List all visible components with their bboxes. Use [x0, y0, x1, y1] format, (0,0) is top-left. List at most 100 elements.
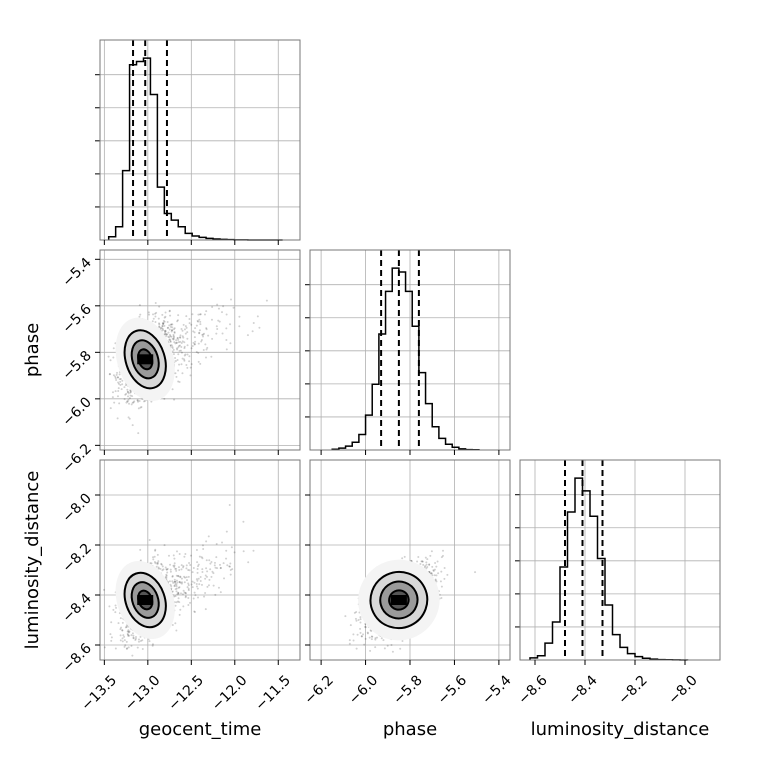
scatter-phase-luminosity_distance-point: [360, 635, 363, 638]
scatter-geocent_time-luminosity_distance-point: [114, 604, 117, 607]
scatter-geocent_time-phase-point: [162, 329, 165, 332]
scatter-geocent_time-phase-point: [136, 399, 139, 402]
scatter-geocent_time-luminosity_distance-point: [173, 580, 176, 583]
scatter-geocent_time-luminosity_distance-point: [182, 589, 185, 592]
scatter-geocent_time-luminosity_distance-point: [204, 592, 207, 595]
scatter-geocent_time-luminosity_distance-point: [139, 559, 142, 562]
scatter-geocent_time-phase-point: [137, 407, 140, 410]
scatter-geocent_time-phase-point: [163, 397, 166, 400]
scatter-geocent_time-phase-point: [114, 377, 117, 380]
scatter-geocent_time-phase-point: [176, 319, 179, 322]
scatter-geocent_time-luminosity_distance-point: [184, 591, 187, 594]
scatter-geocent_time-luminosity_distance-point: [149, 562, 152, 565]
scatter-geocent_time-luminosity_distance-point: [206, 570, 209, 573]
scatter-geocent_time-phase-point: [186, 353, 189, 356]
scatter-geocent_time-luminosity_distance-point: [216, 567, 219, 570]
scatter-geocent_time-luminosity_distance-point: [228, 565, 231, 568]
scatter-phase-luminosity_distance-point: [352, 633, 355, 636]
scatter-phase-luminosity_distance-point: [368, 636, 371, 639]
scatter-geocent_time-luminosity_distance-point: [187, 596, 190, 599]
scatter-geocent_time-phase-point: [211, 305, 214, 308]
scatter-geocent_time-luminosity_distance-point: [174, 580, 177, 583]
scatter-geocent_time-luminosity_distance-point: [222, 562, 225, 565]
scatter-geocent_time-phase-point: [159, 326, 162, 329]
scatter-geocent_time-phase-point: [174, 372, 177, 375]
scatter-geocent_time-phase-point: [196, 319, 199, 322]
scatter-geocent_time-phase-point: [256, 315, 259, 318]
scatter-geocent_time-luminosity_distance-point: [182, 605, 185, 608]
scatter-geocent_time-phase-point: [176, 348, 179, 351]
scatter-geocent_time-phase-point: [147, 311, 150, 314]
scatter-geocent_time-phase-point: [114, 375, 117, 378]
scatter-geocent_time-phase-point: [144, 399, 147, 402]
scatter-geocent_time-phase-point: [116, 371, 119, 374]
scatter-geocent_time-phase-point: [179, 340, 182, 343]
scatter-geocent_time-phase-point: [188, 322, 191, 325]
scatter-phase-luminosity_distance-point: [344, 615, 347, 618]
scatter-geocent_time-phase-point: [183, 328, 186, 331]
scatter-geocent_time-phase-point: [221, 332, 224, 335]
scatter-geocent_time-phase-point: [125, 401, 128, 404]
scatter-phase-luminosity_distance-point: [440, 597, 443, 600]
scatter-geocent_time-phase-point: [185, 315, 188, 318]
scatter-phase-luminosity_distance-point: [416, 560, 419, 563]
scatter-phase-luminosity_distance-point: [366, 632, 369, 635]
scatter-geocent_time-luminosity_distance-point: [136, 646, 139, 649]
scatter-geocent_time-phase-point: [198, 332, 201, 335]
scatter-geocent_time-phase-point: [193, 331, 196, 334]
scatter-geocent_time-phase-point: [172, 338, 175, 341]
scatter-geocent_time-phase-point: [127, 416, 130, 419]
scatter-geocent_time-luminosity_distance-point: [206, 585, 209, 588]
scatter-geocent_time-phase-point: [238, 315, 241, 318]
scatter-geocent_time-phase-point: [201, 333, 204, 336]
scatter-geocent_time-phase-point: [118, 373, 121, 376]
scatter-geocent_time-phase-point: [131, 401, 134, 404]
scatter-phase-luminosity_distance-point: [436, 560, 439, 563]
scatter-geocent_time-phase-point: [168, 309, 171, 312]
scatter-geocent_time-phase-point: [193, 343, 196, 346]
scatter-geocent_time-luminosity_distance-point: [180, 564, 183, 567]
scatter-geocent_time-phase-point: [199, 320, 202, 323]
scatter-geocent_time-luminosity_distance-point: [171, 575, 174, 578]
scatter-geocent_time-luminosity_distance-point: [187, 587, 190, 590]
scatter-geocent_time-phase-point: [128, 397, 131, 400]
scatter-geocent_time-luminosity_distance-point: [153, 561, 156, 564]
scatter-geocent_time-phase-point: [127, 392, 130, 395]
scatter-geocent_time-phase-point: [173, 331, 176, 334]
scatter-geocent_time-phase-point: [194, 327, 197, 330]
scatter-geocent_time-phase-point: [154, 315, 157, 318]
scatter-geocent_time-phase-point: [164, 329, 167, 332]
scatter-geocent_time-luminosity_distance-point: [183, 555, 186, 558]
scatter-geocent_time-phase-point: [177, 346, 180, 349]
scatter-geocent_time-phase-point: [191, 313, 194, 316]
scatter-geocent_time-luminosity_distance-point: [196, 587, 199, 590]
scatter-geocent_time-luminosity_distance-point: [160, 562, 163, 565]
scatter-phase-luminosity_distance-point: [435, 574, 438, 577]
scatter-geocent_time-luminosity_distance-point: [174, 595, 177, 598]
scatter-geocent_time-phase-point: [126, 400, 129, 403]
scatter-geocent_time-luminosity_distance-point: [173, 564, 176, 567]
scatter-geocent_time-luminosity_distance-point: [171, 580, 174, 583]
scatter-geocent_time-phase-point: [168, 324, 171, 327]
scatter-geocent_time-luminosity_distance-point: [127, 633, 130, 636]
scatter-geocent_time-luminosity_distance-point: [215, 556, 218, 559]
scatter-geocent_time-luminosity_distance-point: [198, 555, 201, 558]
scatter-geocent_time-phase-point: [205, 348, 208, 351]
scatter-geocent_time-luminosity_distance-point: [187, 584, 190, 587]
scatter-geocent_time-luminosity_distance-point: [205, 567, 208, 570]
scatter-geocent_time-luminosity_distance-point: [223, 577, 226, 580]
scatter-phase-luminosity_distance-point: [355, 619, 358, 622]
scatter-geocent_time-luminosity_distance-point: [174, 604, 177, 607]
scatter-geocent_time-phase-point: [217, 319, 220, 322]
scatter-phase-luminosity_distance-point: [370, 635, 373, 638]
scatter-geocent_time-luminosity_distance-point: [154, 548, 157, 551]
scatter-geocent_time-phase-point: [190, 323, 193, 326]
scatter-phase-luminosity_distance-point: [440, 570, 443, 573]
scatter-phase-luminosity_distance-point: [435, 580, 438, 583]
scatter-geocent_time-luminosity_distance-point: [210, 575, 213, 578]
scatter-geocent_time-phase-point: [203, 313, 206, 316]
scatter-geocent_time-luminosity_distance-point: [171, 574, 174, 577]
scatter-geocent_time-luminosity_distance-point: [229, 562, 232, 565]
scatter-geocent_time-luminosity_distance-point: [230, 546, 233, 549]
scatter-geocent_time-luminosity_distance-point: [132, 637, 135, 640]
